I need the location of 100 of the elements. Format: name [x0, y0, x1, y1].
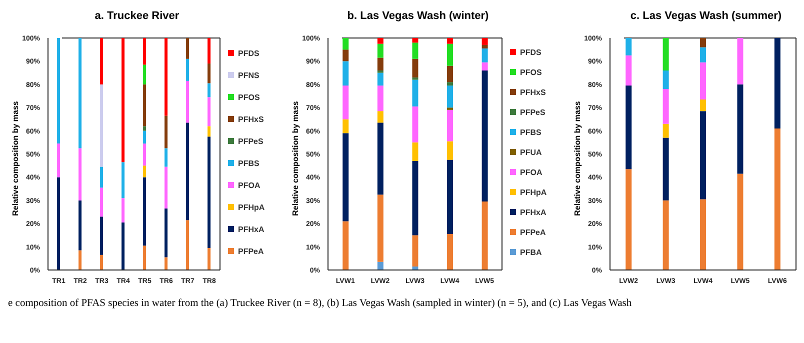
bar — [164, 116, 168, 148]
bar — [100, 216, 104, 255]
bar — [662, 138, 669, 200]
legend-label: PFPeA — [238, 246, 264, 256]
legend-label: PFPeS — [520, 108, 546, 116]
bar — [412, 106, 418, 142]
legend-label: PFBS — [238, 158, 260, 168]
bar — [208, 64, 211, 84]
bar — [482, 44, 488, 48]
text: e composition of PFAS species in water from the (a) Truckee River (n = 8), (b) Las Vegas Wash (sampled in winter) (n = 5), and (c) Las Vegas Wash — [8, 298, 632, 309]
bar — [412, 38, 418, 43]
bar — [342, 221, 349, 270]
bar — [447, 86, 454, 108]
bar — [737, 84, 744, 174]
bar — [482, 48, 488, 62]
bar — [482, 62, 488, 70]
bar — [143, 144, 146, 166]
bar — [447, 82, 454, 86]
chart-title: b. Las Vegas Wash (winter) — [346, 10, 490, 22]
bar — [377, 262, 384, 270]
bar — [208, 97, 211, 126]
bar — [447, 234, 454, 270]
bar — [100, 84, 104, 167]
bar — [412, 42, 418, 59]
bar — [737, 38, 744, 84]
chart-title: c. Las Vegas Wash (summer) — [629, 10, 783, 22]
legend-label: PFOS — [520, 68, 542, 76]
bar — [377, 58, 384, 70]
bar — [57, 38, 60, 144]
bar — [122, 198, 125, 222]
bar — [342, 38, 349, 50]
legend-label: PFHxA — [238, 224, 264, 234]
bar — [700, 47, 706, 62]
bar — [377, 44, 384, 58]
bar — [626, 169, 632, 270]
bar — [447, 160, 454, 234]
bar — [143, 246, 146, 270]
bar — [700, 199, 706, 270]
bar — [78, 148, 82, 200]
bar — [447, 66, 454, 82]
bar — [100, 188, 104, 217]
bar — [342, 50, 349, 62]
bar — [482, 70, 488, 202]
legend-label: PFUA — [520, 148, 542, 156]
bar — [662, 89, 669, 124]
bar — [700, 111, 706, 200]
legend-label: PFBS — [520, 128, 542, 136]
legend-label: PFHxA — [520, 208, 546, 216]
bar — [626, 55, 632, 86]
bar — [700, 99, 706, 112]
bar — [143, 38, 146, 65]
legend-label: PFHpA — [520, 188, 547, 196]
bar — [100, 166, 104, 188]
bar — [377, 86, 384, 112]
legend-label: PFPeA — [520, 228, 546, 236]
bar — [342, 119, 349, 134]
bar — [626, 38, 632, 56]
bar — [57, 144, 60, 178]
legend-label: PFOA — [520, 168, 542, 176]
bar — [342, 61, 349, 86]
bar — [122, 222, 125, 270]
bar — [412, 142, 418, 161]
bar — [774, 128, 780, 270]
legend-label: PFNS — [238, 70, 260, 80]
bar — [700, 38, 706, 48]
legend-label: PFPeS — [238, 136, 264, 146]
legend-label: PFDS — [520, 48, 542, 56]
bar — [662, 70, 669, 90]
bar — [78, 250, 82, 270]
bar — [662, 38, 669, 70]
bar — [412, 80, 418, 106]
legend-label: PFHxS — [520, 88, 546, 96]
bar — [78, 200, 82, 250]
bar — [57, 177, 60, 270]
bar — [412, 160, 418, 236]
bar — [662, 200, 669, 270]
bar — [774, 38, 780, 128]
bar — [208, 136, 211, 248]
bar — [186, 220, 190, 270]
bar — [662, 124, 669, 138]
bar — [412, 77, 418, 80]
bar — [100, 38, 104, 84]
legend-label: PFHpA — [238, 202, 265, 212]
bar — [626, 86, 632, 170]
bar — [186, 80, 190, 123]
bar — [377, 194, 384, 262]
bar — [377, 72, 384, 86]
y-axis-title: Relative composition by mass — [290, 100, 300, 216]
bar — [377, 70, 384, 73]
bar — [186, 122, 190, 220]
bar — [482, 38, 488, 45]
bar — [447, 141, 454, 160]
bar — [100, 254, 104, 270]
bar — [737, 174, 744, 270]
bar — [208, 248, 211, 270]
bar — [143, 166, 146, 178]
bar — [447, 38, 454, 44]
bar — [208, 126, 211, 137]
bar — [143, 84, 146, 126]
bar — [447, 44, 454, 66]
